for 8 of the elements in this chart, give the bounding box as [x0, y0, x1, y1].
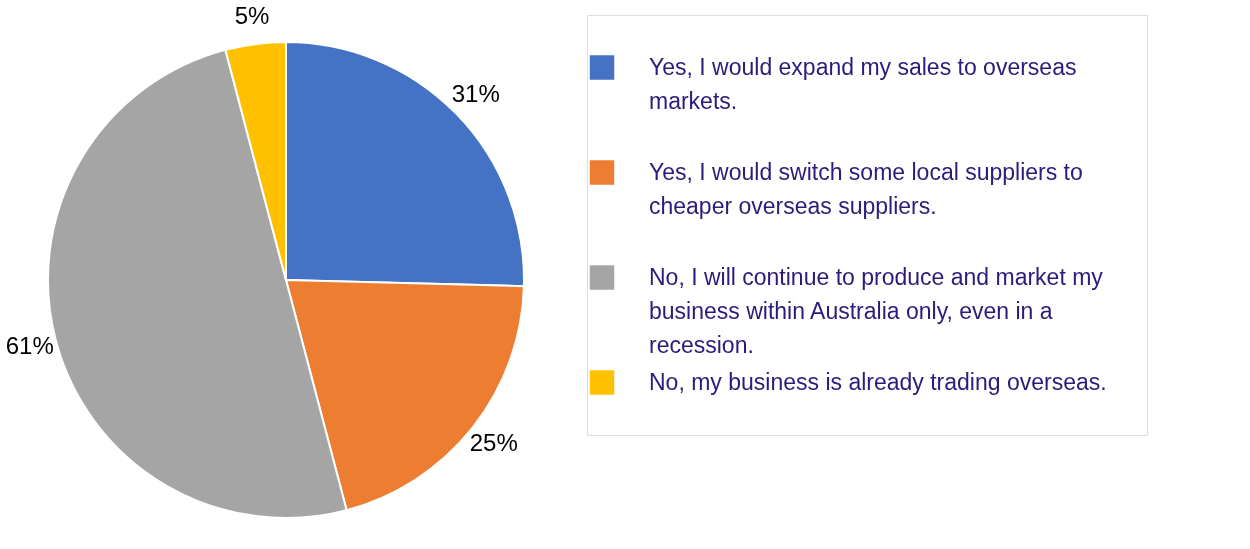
- legend-label: No, I will continue to produce and market my business within Australia only, even in a recession.: [649, 263, 1104, 358]
- legend-label: No, my business is already trading overseas.: [649, 368, 1107, 395]
- data-label: 5%: [234, 2, 270, 30]
- data-label: 31%: [451, 80, 500, 108]
- legend-label: Yes, I would switch some local suppliers to cheaper overseas suppliers.: [649, 158, 1083, 219]
- data-label: 61%: [5, 332, 54, 360]
- legend-label: Yes, I would expand my sales to overseas markets.: [649, 53, 1077, 114]
- data-label: 25%: [469, 429, 518, 457]
